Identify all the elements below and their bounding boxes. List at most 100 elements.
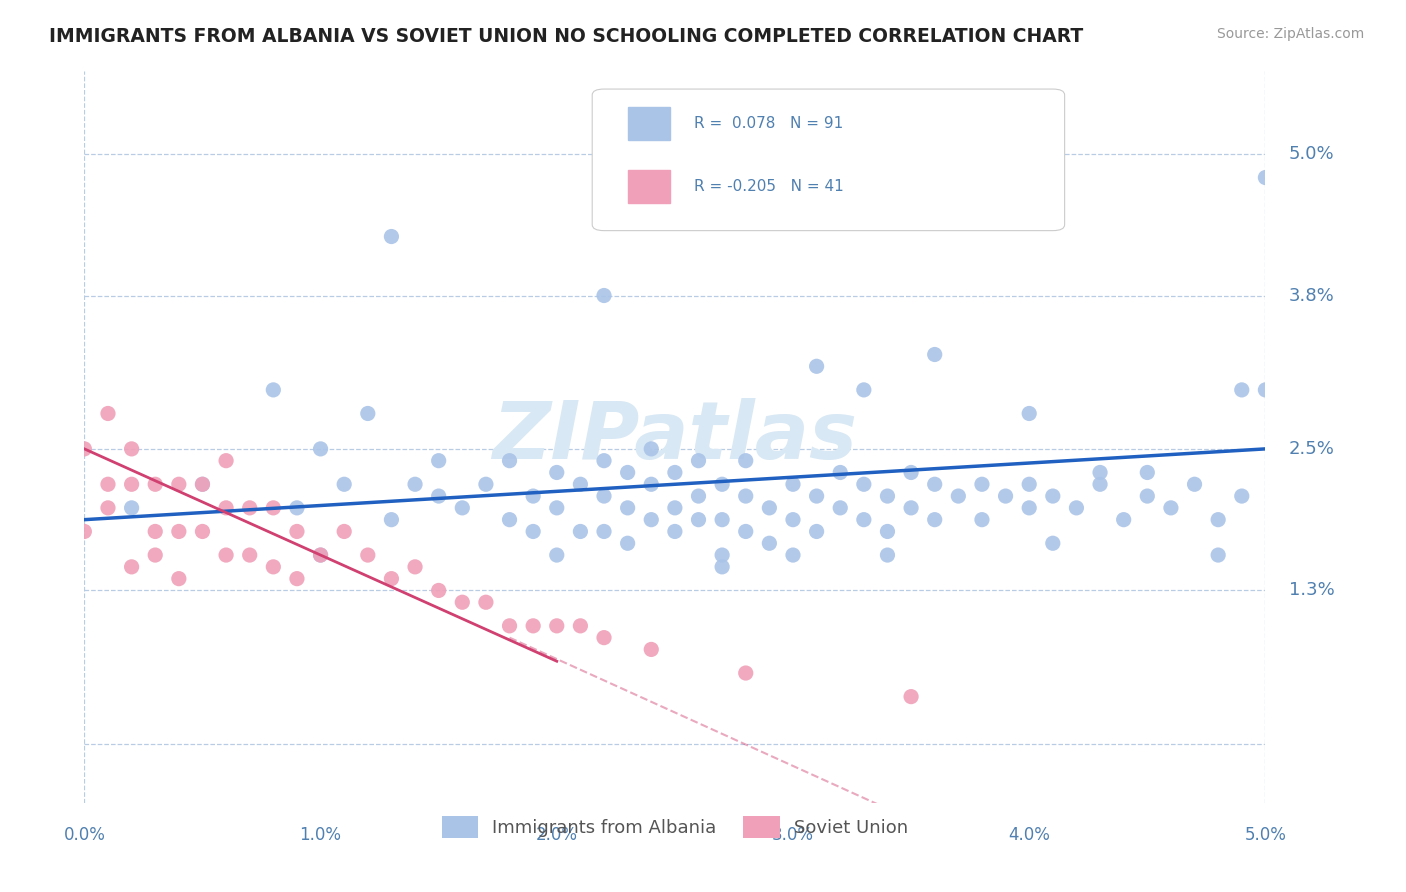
Point	[900, 466, 922, 480]
Point	[309, 548, 332, 562]
Point	[640, 642, 662, 657]
Point	[569, 477, 592, 491]
Point	[806, 489, 828, 503]
Point	[380, 572, 402, 586]
Point	[1088, 466, 1111, 480]
Point	[900, 690, 922, 704]
Point	[1206, 513, 1229, 527]
Point	[616, 536, 638, 550]
Point	[900, 500, 922, 515]
Point	[994, 489, 1017, 503]
Point	[924, 477, 946, 491]
Bar	[627, 107, 671, 140]
Text: 5.0%: 5.0%	[1289, 145, 1334, 163]
Text: 4.0%: 4.0%	[1008, 826, 1050, 845]
Point	[734, 489, 756, 503]
Point	[333, 477, 356, 491]
Point	[782, 513, 804, 527]
Text: Source: ZipAtlas.com: Source: ZipAtlas.com	[1216, 27, 1364, 41]
Point	[285, 500, 308, 515]
Point	[1088, 477, 1111, 491]
Point	[1042, 489, 1064, 503]
Point	[711, 559, 734, 574]
Point	[215, 548, 238, 562]
Point	[1136, 489, 1159, 503]
Point	[498, 619, 520, 633]
Point	[191, 477, 214, 491]
Point	[806, 524, 828, 539]
Point	[475, 595, 498, 609]
Point	[262, 559, 284, 574]
Point	[522, 524, 544, 539]
Point	[451, 595, 474, 609]
Point	[451, 500, 474, 515]
Point	[593, 631, 616, 645]
Legend: Immigrants from Albania, Soviet Union: Immigrants from Albania, Soviet Union	[434, 808, 915, 845]
Point	[852, 513, 875, 527]
Point	[640, 477, 662, 491]
Point	[167, 524, 190, 539]
Point	[475, 477, 498, 491]
Point	[711, 548, 734, 562]
Point	[734, 524, 756, 539]
Point	[924, 347, 946, 361]
Point	[143, 477, 166, 491]
Point	[593, 524, 616, 539]
Point	[427, 583, 450, 598]
Point	[73, 442, 96, 456]
Point	[1112, 513, 1135, 527]
Point	[1206, 548, 1229, 562]
Point	[616, 466, 638, 480]
Point	[806, 359, 828, 374]
Point	[758, 500, 780, 515]
Point	[498, 513, 520, 527]
Point	[688, 453, 710, 467]
Point	[121, 559, 143, 574]
Point	[876, 548, 898, 562]
Point	[121, 442, 143, 456]
Point	[143, 548, 166, 562]
Point	[1018, 407, 1040, 421]
Point	[546, 466, 568, 480]
Point	[1230, 383, 1253, 397]
Point	[664, 524, 686, 539]
Point	[191, 524, 214, 539]
Text: 2.5%: 2.5%	[1289, 440, 1334, 458]
Point	[427, 453, 450, 467]
Point	[664, 466, 686, 480]
Text: IMMIGRANTS FROM ALBANIA VS SOVIET UNION NO SCHOOLING COMPLETED CORRELATION CHART: IMMIGRANTS FROM ALBANIA VS SOVIET UNION …	[49, 27, 1084, 45]
Point	[593, 489, 616, 503]
Point	[1254, 170, 1277, 185]
Point	[285, 572, 308, 586]
Point	[688, 489, 710, 503]
Point	[357, 548, 380, 562]
Point	[404, 477, 426, 491]
Point	[143, 524, 166, 539]
Point	[167, 572, 190, 586]
Point	[1066, 500, 1088, 515]
Point	[734, 666, 756, 681]
Point	[688, 513, 710, 527]
Point	[830, 500, 852, 515]
Point	[546, 619, 568, 633]
Text: 5.0%: 5.0%	[1244, 826, 1286, 845]
Point	[616, 500, 638, 515]
Point	[191, 477, 214, 491]
Point	[498, 453, 520, 467]
Point	[522, 619, 544, 633]
Text: 3.0%: 3.0%	[772, 826, 814, 845]
Point	[239, 548, 262, 562]
Point	[97, 407, 120, 421]
Point	[546, 548, 568, 562]
Point	[970, 477, 993, 491]
Point	[876, 489, 898, 503]
Point	[640, 442, 662, 456]
Text: 2.0%: 2.0%	[536, 826, 578, 845]
Point	[948, 489, 970, 503]
Point	[262, 500, 284, 515]
Point	[97, 500, 120, 515]
Point	[285, 524, 308, 539]
Text: 1.3%: 1.3%	[1289, 582, 1334, 599]
Point	[215, 453, 238, 467]
Point	[711, 513, 734, 527]
